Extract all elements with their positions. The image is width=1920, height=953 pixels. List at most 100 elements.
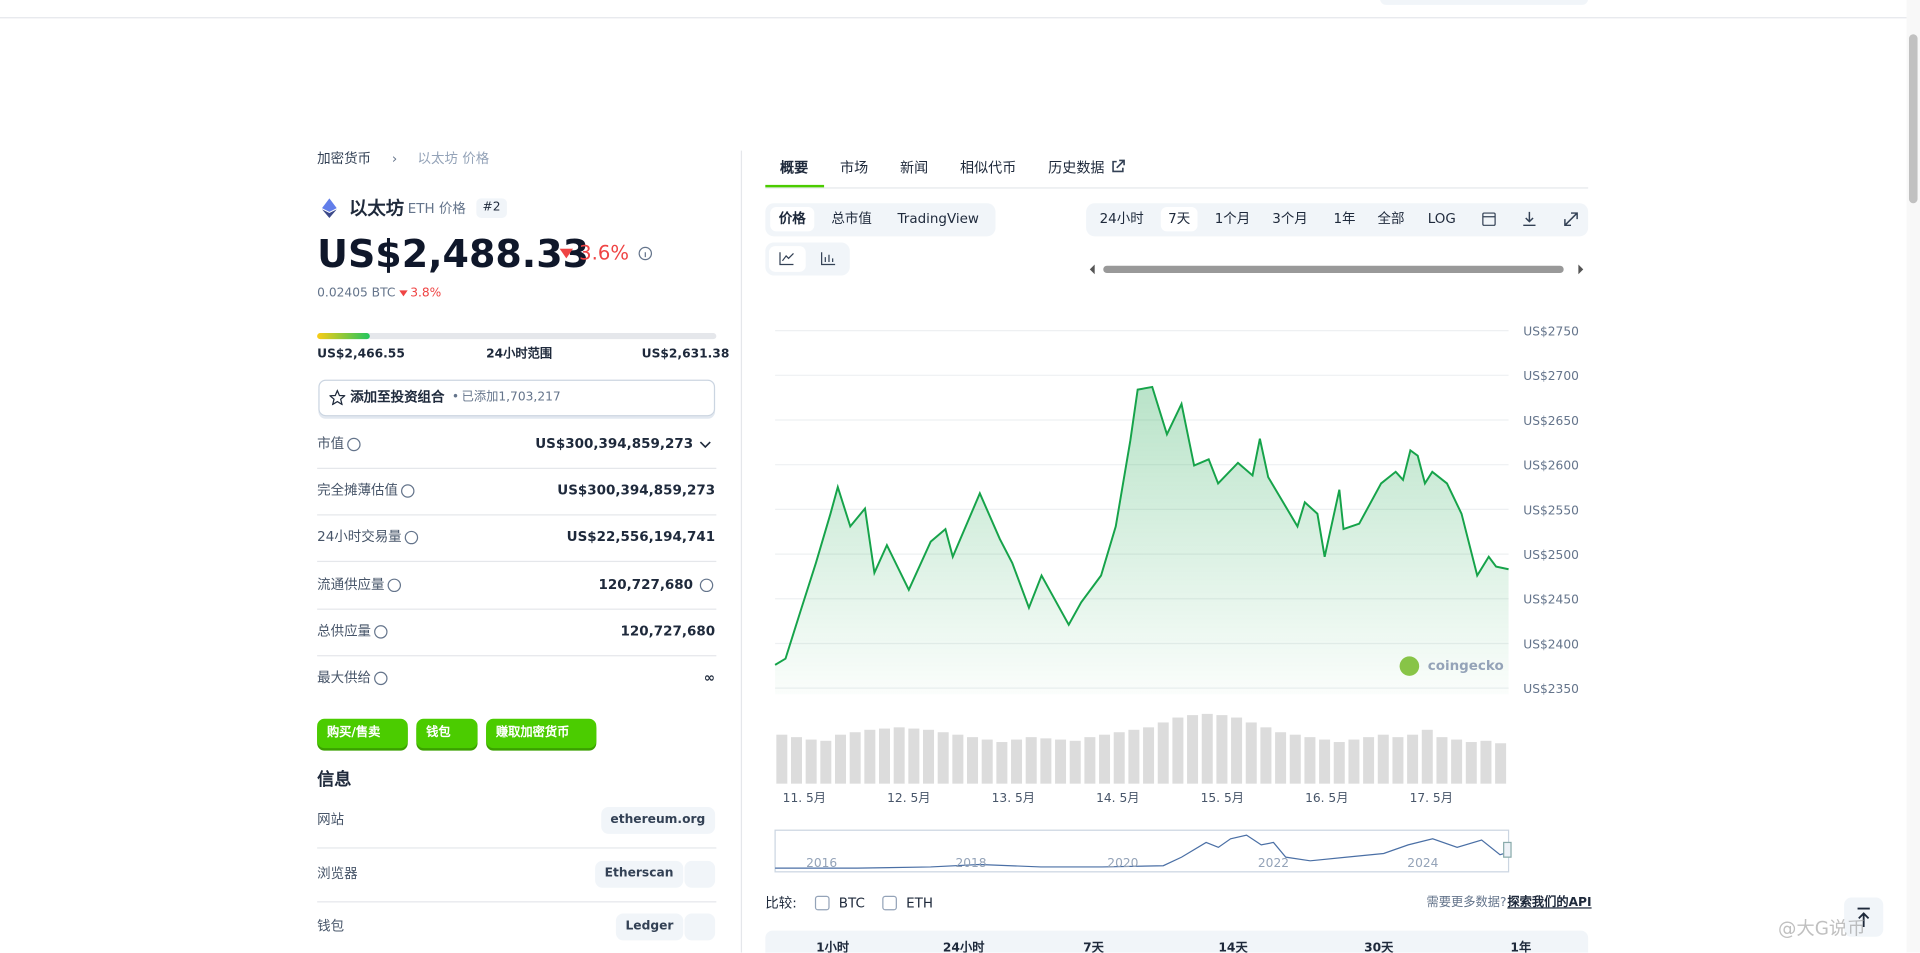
rank-badge: #2	[476, 198, 507, 218]
tab[interactable]: 市场	[840, 159, 869, 177]
mode-tab[interactable]: 总市值	[831, 210, 872, 227]
tab[interactable]: 相似代币	[960, 159, 1017, 177]
volume-bar	[1069, 740, 1081, 784]
volume-bar	[1275, 732, 1287, 784]
volume-bar	[967, 737, 979, 784]
range-tab[interactable]: 3个月	[1272, 210, 1308, 227]
volume-bar	[1465, 742, 1477, 784]
coin-symbol: ETH 价格	[407, 200, 466, 217]
range-tab[interactable]: 全部	[1377, 210, 1405, 227]
dropdown[interactable]	[684, 860, 716, 888]
y-tick-label: US$2500	[1523, 548, 1579, 562]
range-tab[interactable]: 1个月	[1214, 210, 1251, 227]
volume-bar	[1187, 715, 1199, 784]
price-line	[774, 385, 1509, 666]
volume-bar	[1113, 732, 1125, 784]
volume-bar	[864, 729, 876, 784]
compare-option[interactable]: ETH	[906, 895, 934, 912]
row-separator	[317, 847, 717, 849]
range-label: 24小时范围	[486, 347, 553, 362]
volume-bar	[1304, 737, 1316, 784]
action-button[interactable]: 钱包	[416, 718, 478, 749]
action-button[interactable]: 购买/售卖	[317, 718, 408, 749]
btc-change: 3.8%	[410, 286, 442, 301]
volume-bar	[923, 729, 935, 784]
volume-bar	[996, 742, 1008, 784]
action-button[interactable]: 赚取加密货币	[486, 718, 597, 749]
volume-bar	[1407, 734, 1419, 784]
stat-value: US$300,394,859,273	[557, 482, 716, 499]
external-icon	[1112, 159, 1125, 173]
btc-price: 0.02405 BTC	[317, 286, 396, 301]
info-value[interactable]: Etherscan	[594, 860, 684, 888]
row-separator	[317, 514, 717, 516]
chart-style-icons[interactable]	[779, 251, 843, 266]
stat-value: 120,727,680	[598, 576, 694, 593]
compare-option[interactable]: BTC	[838, 895, 865, 912]
row-separator	[317, 901, 717, 903]
tab[interactable]: 概要	[780, 159, 809, 177]
info-icon	[699, 578, 714, 593]
tab[interactable]: 历史数据	[1048, 159, 1105, 177]
volume-bar	[1377, 734, 1389, 784]
navigator-handle[interactable]	[1503, 841, 1512, 858]
volume-bar	[1025, 737, 1037, 784]
portfolio-button[interactable]	[318, 379, 716, 417]
api-link[interactable]: 探索我们的API	[1507, 896, 1592, 910]
y-tick-label: US$2750	[1523, 325, 1579, 339]
volume-bar	[937, 732, 949, 784]
perf-header: 7天	[1083, 941, 1104, 953]
scrollbar	[1906, 0, 1920, 953]
range-tab[interactable]: LOG	[1427, 210, 1456, 227]
x-tick-label: 17. 5月	[1410, 791, 1453, 805]
info-label: 网站	[317, 811, 345, 828]
perf-header: 1小时	[816, 941, 850, 953]
volume-bar	[805, 739, 817, 784]
volume-bar	[1201, 713, 1213, 784]
volume-bar	[820, 740, 832, 784]
zoom-slider[interactable]	[1089, 262, 1586, 277]
volume-bar	[1392, 737, 1404, 784]
row-separator	[317, 467, 717, 469]
volume-bar	[1011, 739, 1023, 784]
navigator-year: 2020	[1107, 856, 1138, 870]
info-icon	[347, 437, 361, 452]
breadcrumb-link[interactable]: 加密货币	[317, 150, 372, 167]
volume-bar	[981, 739, 993, 784]
volume-bar	[776, 734, 788, 784]
volume-bar	[790, 737, 802, 784]
volume-bar	[1099, 734, 1111, 784]
y-tick-label: US$2350	[1523, 682, 1579, 696]
x-tick-label: 13. 5月	[992, 791, 1035, 805]
volume-bar	[1260, 727, 1272, 784]
info-value[interactable]: ethereum.org	[600, 806, 716, 834]
chart-tools[interactable]	[1480, 211, 1588, 228]
info-icon	[374, 625, 388, 639]
y-tick-label: US$2700	[1523, 369, 1579, 383]
portfolio-label: 添加至投资组合	[350, 389, 445, 406]
stat-label: 完全摊薄估值	[317, 482, 398, 499]
range-tab[interactable]: 7天	[1160, 206, 1198, 232]
dropdown[interactable]	[684, 913, 716, 941]
tab[interactable]: 新闻	[900, 159, 929, 177]
info-value[interactable]: Ledger	[615, 913, 684, 941]
watermark: @大G说币	[1777, 917, 1866, 940]
stat-label: 最大供给	[317, 669, 372, 686]
volume-bar	[1333, 742, 1345, 784]
stat-value: US$300,394,859,273	[535, 435, 694, 452]
mode-tab[interactable]: 价格	[770, 206, 815, 232]
back-to-top[interactable]	[1844, 897, 1884, 937]
range-bar	[317, 333, 717, 340]
down-arrow	[399, 290, 408, 297]
checkbox	[814, 895, 830, 911]
range-tab[interactable]: 1年	[1333, 210, 1356, 227]
checkbox	[882, 895, 897, 911]
volume-bar	[908, 728, 920, 784]
search-box[interactable]	[1380, 0, 1589, 5]
mode-tab[interactable]: TradingView	[897, 210, 979, 227]
range-tab[interactable]: 24小时	[1099, 210, 1144, 227]
y-tick-label: US$2400	[1523, 637, 1579, 651]
